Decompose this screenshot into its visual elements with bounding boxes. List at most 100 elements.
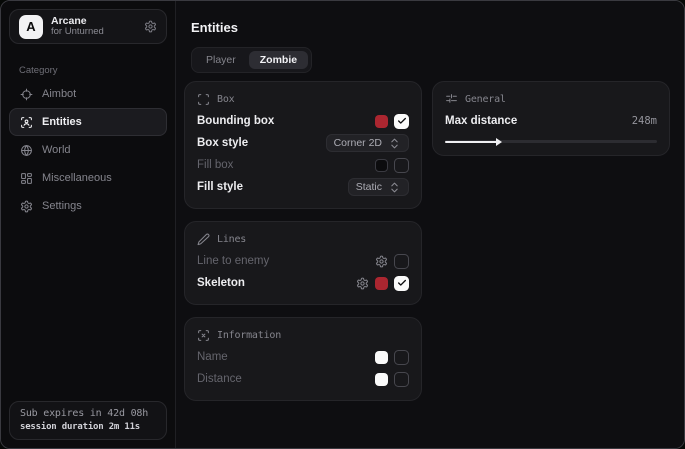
content-area: Box Bounding box Box style Corner 2D Fill bo… (184, 81, 676, 401)
section-general: General Max distance 248m (432, 81, 670, 156)
section-lines: Lines Line to enemy Skeleton (184, 221, 422, 305)
brand-card: A Arcane for Unturned (9, 9, 167, 44)
brand-subtitle: for Unturned (51, 26, 104, 38)
row-fill-box: Fill box (197, 154, 409, 176)
grid-icon (20, 172, 33, 185)
row-label: Name (197, 351, 228, 363)
section-title: Box (217, 93, 235, 105)
row-skeleton: Skeleton (197, 272, 409, 294)
max-distance-slider[interactable] (445, 137, 657, 146)
app-logo: A (19, 14, 43, 39)
row-name: Name (197, 346, 409, 368)
sidebar: A Arcane for Unturned Category Aimbot Ent… (1, 1, 176, 448)
section-header: Box (197, 90, 409, 108)
row-controls: 248m (632, 115, 657, 127)
slider-thumb[interactable] (496, 137, 502, 146)
row-line-to-enemy: Line to enemy (197, 250, 409, 272)
session-duration-text: session duration 2m 11s (20, 422, 141, 432)
chevrons-up-down-icon (388, 181, 401, 194)
tab-bar: Player Zombie (191, 47, 313, 73)
sidebar-item-label: Miscellaneous (42, 172, 112, 184)
sidebar-item-label: Entities (42, 116, 82, 128)
row-distance: Distance (197, 368, 409, 390)
tab-player[interactable]: Player (195, 51, 247, 69)
left-column: Box Bounding box Box style Corner 2D Fill bo… (184, 81, 422, 401)
sidebar-item-miscellaneous[interactable]: Miscellaneous (9, 164, 167, 192)
dropdown-value: Corner 2D (333, 137, 382, 149)
row-label: Fill box (197, 159, 234, 171)
row-controls: Static (347, 178, 409, 196)
row-controls (375, 371, 409, 387)
slider-track (445, 140, 657, 143)
sidebar-item-entities[interactable]: Entities (9, 108, 167, 136)
scan-person-icon (20, 116, 33, 129)
tab-zombie[interactable]: Zombie (248, 51, 309, 69)
row-max-distance: Max distance 248m (445, 110, 657, 132)
sidebar-item-label: Aimbot (42, 88, 77, 100)
row-label: Max distance (445, 115, 518, 127)
checkbox-checked[interactable] (394, 275, 409, 291)
box-style-dropdown[interactable]: Corner 2D (325, 134, 409, 152)
sliders-icon (445, 93, 458, 106)
row-controls (375, 157, 409, 173)
right-column: General Max distance 248m (432, 81, 670, 156)
color-swatch[interactable] (375, 158, 388, 172)
checkbox-unchecked[interactable] (394, 157, 409, 173)
row-settings-gear-icon[interactable] (356, 277, 369, 290)
subscription-card: Sub expires in 42d 08h session duration … (9, 401, 167, 440)
sidebar-item-world[interactable]: World (9, 136, 167, 164)
row-controls: Corner 2D (325, 134, 409, 152)
section-box: Box Bounding box Box style Corner 2D Fill bo… (184, 81, 422, 209)
color-swatch[interactable] (375, 350, 388, 364)
tab-label: Player (206, 54, 236, 66)
pencil-icon (197, 233, 210, 246)
gear-icon[interactable] (144, 20, 157, 33)
row-value: 248m (631, 115, 657, 127)
information-icon (197, 329, 210, 342)
checkbox-checked[interactable] (394, 113, 409, 129)
row-fill-style: Fill style Static (197, 176, 409, 198)
checkbox-unchecked[interactable] (394, 349, 409, 365)
sidebar-item-aimbot[interactable]: Aimbot (9, 80, 167, 108)
row-label: Bounding box (197, 115, 275, 127)
row-label: Fill style (197, 181, 244, 193)
scan-icon (197, 93, 210, 106)
row-box-style: Box style Corner 2D (197, 132, 409, 154)
row-controls (375, 349, 409, 365)
row-label: Skeleton (197, 277, 245, 289)
brand-title: Arcane (51, 15, 87, 27)
section-title: Information (217, 329, 282, 341)
section-title: Lines (217, 233, 247, 245)
row-label: Box style (197, 137, 249, 149)
dropdown-value: Static (355, 181, 382, 193)
row-controls (375, 253, 409, 269)
sidebar-item-settings[interactable]: Settings (9, 192, 167, 220)
color-swatch[interactable] (375, 372, 388, 386)
globe-icon (20, 144, 33, 157)
crosshair-icon (20, 88, 33, 101)
section-header: Lines (197, 230, 409, 248)
section-header: Information (197, 326, 409, 344)
row-controls (356, 275, 409, 291)
main-panel: Entities Player Zombie Box Bounding box Box… (176, 1, 684, 448)
sidebar-item-label: World (42, 144, 71, 156)
row-controls (375, 113, 409, 129)
gear-icon (20, 200, 33, 213)
row-bounding-box: Bounding box (197, 110, 409, 132)
tab-label: Zombie (259, 54, 298, 66)
checkbox-unchecked[interactable] (394, 253, 409, 269)
row-settings-gear-icon[interactable] (375, 255, 388, 268)
color-swatch[interactable] (375, 276, 388, 290)
checkbox-unchecked[interactable] (394, 371, 409, 387)
fill-style-dropdown[interactable]: Static (347, 178, 409, 196)
category-label: Category (19, 65, 58, 76)
section-header: General (445, 90, 657, 108)
color-swatch[interactable] (375, 114, 388, 128)
section-information: Information Name Distance (184, 317, 422, 401)
sidebar-nav: Aimbot Entities World Miscellaneous Settings (1, 80, 175, 220)
brand-text: Arcane for Unturned (51, 15, 104, 38)
row-label: Line to enemy (197, 255, 270, 267)
chevrons-up-down-icon (388, 137, 401, 150)
sub-expiry-text: Sub expires in 42d 08h (20, 408, 149, 419)
